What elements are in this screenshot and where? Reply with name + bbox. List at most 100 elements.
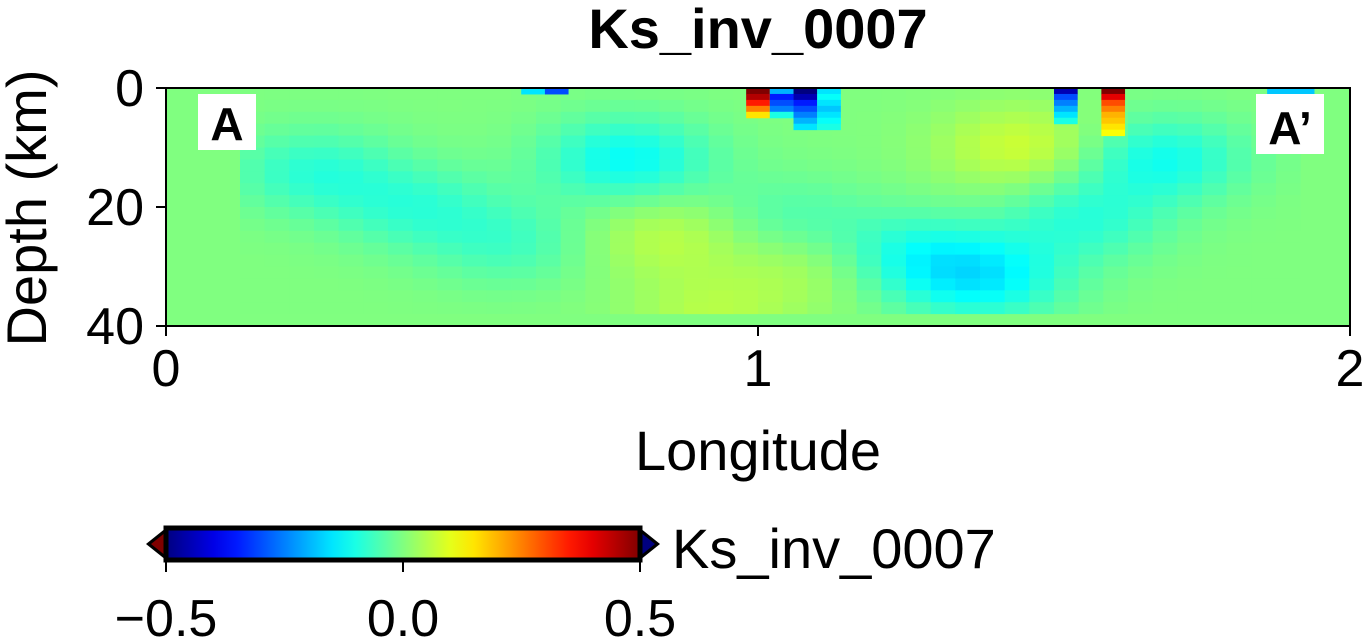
heatmap-cell	[832, 254, 858, 268]
heatmap-cell	[437, 88, 463, 101]
heatmap-cell	[215, 159, 241, 172]
heatmap-cell	[215, 195, 241, 208]
heatmap-cell	[906, 195, 932, 208]
heatmap-cell	[1202, 147, 1228, 160]
heatmap-cell	[1300, 159, 1326, 172]
heatmap-cell	[1103, 207, 1129, 220]
heatmap-cell	[1202, 314, 1228, 326]
surface-block-cell	[746, 111, 770, 119]
heatmap-cell	[930, 207, 956, 220]
heatmap-cell	[610, 195, 636, 208]
heatmap-cell	[1177, 266, 1203, 279]
heatmap-cell	[338, 302, 364, 315]
heatmap-cell	[363, 183, 389, 196]
heatmap-cell	[412, 278, 438, 291]
heatmap-cell	[758, 123, 784, 137]
heatmap-cell	[782, 242, 808, 256]
heatmap-cell	[955, 266, 981, 279]
heatmap-cell	[1054, 254, 1080, 268]
heatmap-cell	[1177, 183, 1203, 196]
heatmap-cell	[659, 278, 685, 291]
heatmap-cell	[1226, 218, 1252, 232]
heatmap-cell	[684, 290, 710, 303]
heatmap-cell	[1276, 278, 1302, 291]
heatmap-cell	[437, 242, 463, 256]
heatmap-cell	[1029, 183, 1055, 196]
heatmap-cell	[1103, 278, 1129, 291]
heatmap-cell	[1202, 123, 1228, 137]
colorbar-tick-label: 0.0	[367, 590, 439, 642]
heatmap-cell	[1054, 290, 1080, 303]
heatmap-cell	[1177, 88, 1203, 101]
heatmap-cell	[1054, 171, 1080, 184]
heatmap-cell	[1177, 159, 1203, 172]
heatmap-cell	[511, 159, 537, 172]
heatmap-cell	[634, 302, 660, 315]
heatmap-cell	[610, 254, 636, 268]
heatmap-cell	[264, 230, 290, 244]
heatmap-cell	[1251, 290, 1277, 303]
heatmap-cell	[511, 218, 537, 232]
heatmap-cell	[289, 183, 315, 196]
heatmap-cell	[955, 171, 981, 184]
heatmap-cell	[906, 278, 932, 291]
heatmap-cell	[708, 111, 734, 125]
heatmap-cell	[1078, 183, 1104, 196]
heatmap-cell	[240, 266, 266, 279]
heatmap-cell	[856, 218, 882, 232]
heatmap-cell	[955, 111, 981, 125]
heatmap-cell	[634, 207, 660, 220]
heatmap-cell	[634, 183, 660, 196]
heatmap-cell	[1078, 195, 1104, 208]
heatmap-cell	[1177, 242, 1203, 256]
heatmap-cell	[1029, 195, 1055, 208]
heatmap-cell	[610, 123, 636, 137]
heatmap-cell	[610, 218, 636, 232]
heatmap-cell	[363, 111, 389, 125]
y-axis: 0 20 40	[86, 60, 166, 356]
heatmap-cell	[1078, 266, 1104, 279]
heatmap-cell	[388, 266, 414, 279]
heatmap-cell	[1128, 290, 1154, 303]
profile-end-label: A’	[1268, 102, 1311, 154]
heatmap-cell	[634, 99, 660, 113]
heatmap-cell	[1128, 111, 1154, 125]
heatmap-cell	[634, 242, 660, 256]
heatmap-cell	[585, 314, 611, 326]
heatmap-cell	[1325, 183, 1350, 196]
heatmap-cell	[1004, 254, 1030, 268]
heatmap-cell	[338, 195, 364, 208]
heatmap-cell	[684, 218, 710, 232]
heatmap-cell	[610, 171, 636, 184]
heatmap-cell	[289, 207, 315, 220]
heatmap-cell	[412, 230, 438, 244]
heatmap-cell	[264, 135, 290, 149]
heatmap-cell	[1152, 147, 1178, 160]
heatmap-cell	[856, 183, 882, 196]
heatmap-cell	[289, 290, 315, 303]
heatmap-cell	[1004, 123, 1030, 137]
heatmap-cell	[1054, 159, 1080, 172]
heatmap-cell	[758, 230, 784, 244]
heatmap-cell	[807, 254, 833, 268]
heatmap-cell	[659, 159, 685, 172]
heatmap-cell	[289, 278, 315, 291]
heatmap-cell	[1128, 242, 1154, 256]
heatmap-cell	[585, 266, 611, 279]
heatmap-cell	[758, 207, 784, 220]
heatmap-cell	[511, 302, 537, 315]
heatmap-cell	[264, 111, 290, 125]
heatmap-cell	[881, 290, 907, 303]
heatmap-cell	[782, 147, 808, 160]
heatmap-cell	[314, 218, 340, 232]
heatmap-cell	[511, 290, 537, 303]
heatmap-cell	[511, 123, 537, 137]
heatmap-cell	[634, 254, 660, 268]
heatmap-cell	[1128, 147, 1154, 160]
heatmap-cell	[264, 147, 290, 160]
profile-start-box	[198, 94, 256, 150]
heatmap-cell	[536, 230, 562, 244]
surface-block-cell	[769, 99, 794, 107]
heatmap-cell	[264, 123, 290, 137]
heatmap-cell	[1325, 135, 1350, 149]
